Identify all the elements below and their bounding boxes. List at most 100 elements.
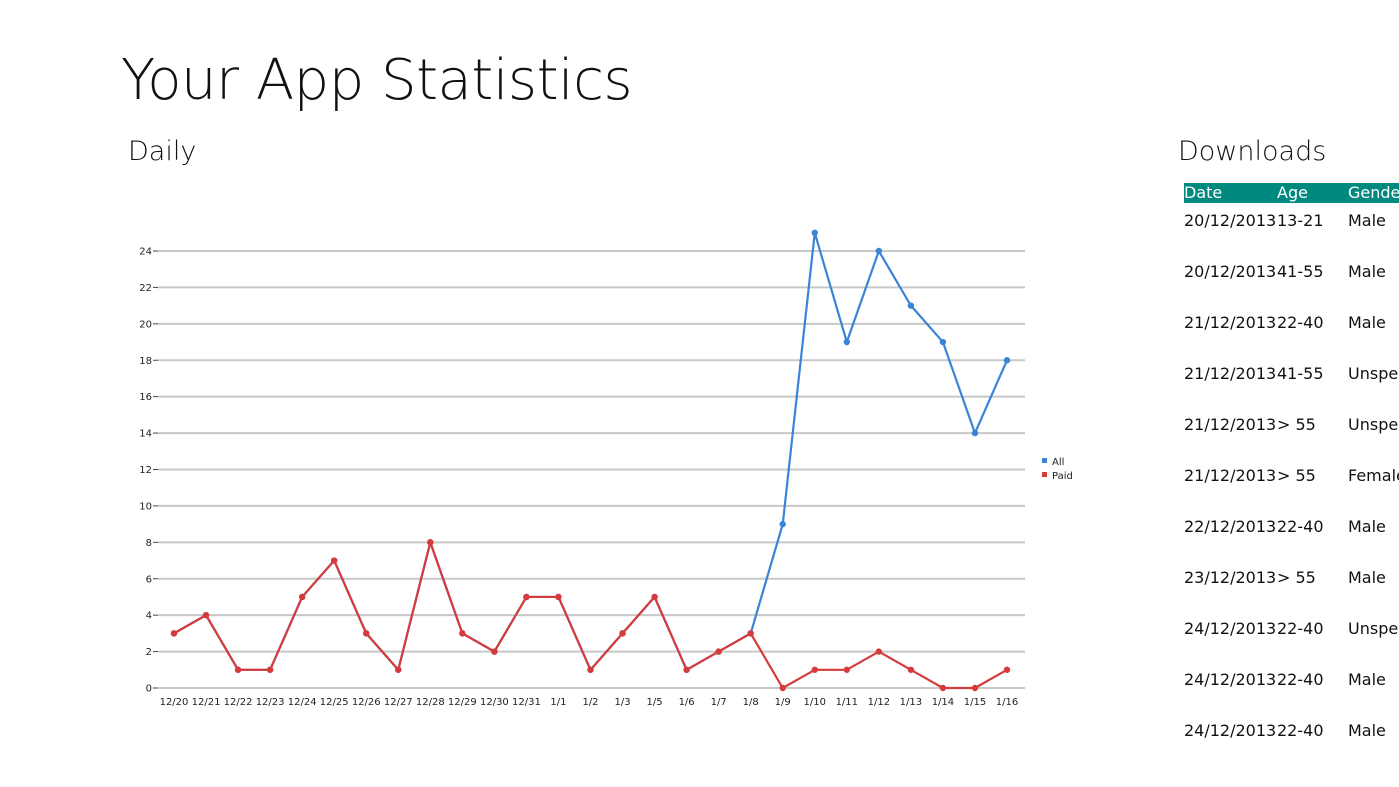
gender-cell: Unspecified: [1348, 415, 1399, 434]
y-tick-label: 2: [146, 647, 152, 658]
x-tick-label: 1/5: [647, 697, 663, 708]
x-tick-label: 1/6: [679, 697, 695, 708]
data-point: [298, 593, 306, 601]
age-cell: 22-40: [1277, 313, 1324, 332]
date-cell: 21/12/2013: [1184, 313, 1277, 332]
data-point: [427, 539, 434, 546]
header-gender[interactable]: Gender: [1348, 183, 1399, 202]
data-point: [715, 648, 722, 655]
x-tick-label: 12/22: [224, 697, 253, 708]
legend-swatch: [1042, 458, 1047, 463]
y-tick-label: 0: [146, 684, 152, 695]
x-tick-label: 1/3: [614, 697, 630, 708]
x-tick-label: 12/30: [480, 697, 509, 708]
age-cell: 22-40: [1277, 619, 1324, 638]
downloads-table: Date Age Gender 20/12/201313-21Male20/12…: [1184, 183, 1399, 764]
data-point: [202, 611, 210, 619]
data-point: [234, 666, 242, 673]
table-row[interactable]: 20/12/2013 41-55 Male: [1184, 254, 1399, 305]
data-point: [971, 684, 979, 692]
gender-cell: Male: [1348, 721, 1386, 740]
data-point: [1003, 666, 1011, 673]
gender-cell: Unspecified: [1348, 364, 1399, 383]
age-cell: 22-40: [1277, 517, 1324, 536]
data-point: [523, 593, 530, 601]
data-point: [587, 666, 594, 673]
age-cell: 13-21: [1277, 211, 1324, 230]
x-tick-label: 1/7: [711, 697, 727, 708]
table-row[interactable]: 21/12/2013 22-40 Male: [1184, 305, 1399, 356]
table-row[interactable]: 24/12/2013 22-40 Male: [1184, 713, 1399, 764]
data-point: [811, 666, 818, 673]
x-tick-label: 1/9: [775, 697, 791, 708]
x-tick-label: 12/27: [384, 697, 413, 708]
legend-swatch: [1042, 472, 1047, 477]
y-tick-label: 12: [139, 465, 152, 476]
y-tick-label: 20: [139, 319, 152, 330]
gender-cell: Male: [1348, 313, 1386, 332]
table-row[interactable]: 20/12/2013 13-21 Male: [1184, 203, 1399, 254]
age-cell: 41-55: [1277, 364, 1324, 383]
y-tick-label: 24: [139, 247, 152, 258]
data-point: [843, 338, 851, 346]
header-age[interactable]: Age: [1277, 183, 1308, 202]
age-cell: 22-40: [1277, 670, 1324, 689]
data-point: [683, 666, 690, 673]
age-cell: > 55: [1277, 466, 1316, 485]
page-title: Your App Statistics: [121, 48, 633, 113]
data-point: [747, 630, 754, 637]
header-date[interactable]: Date: [1184, 183, 1223, 202]
date-cell: 24/12/2013: [1184, 619, 1277, 638]
table-row[interactable]: 24/12/2013 22-40 Male: [1184, 662, 1399, 713]
legend-label: All: [1052, 457, 1064, 468]
data-point: [395, 666, 402, 673]
x-tick-label: 12/26: [352, 697, 381, 708]
data-point: [266, 666, 274, 673]
data-point: [1003, 357, 1011, 364]
age-cell: 22-40: [1277, 721, 1324, 740]
gender-cell: Male: [1348, 568, 1386, 587]
data-point: [779, 684, 786, 692]
data-point: [491, 648, 498, 655]
table-row[interactable]: 21/12/2013> 55 Unspecified: [1184, 407, 1399, 458]
daily-heading: Daily: [128, 136, 197, 167]
series-all: [170, 229, 1011, 673]
data-point: [555, 593, 562, 601]
x-tick-label: 12/21: [192, 697, 221, 708]
data-point: [939, 338, 947, 346]
x-tick-label: 1/10: [804, 697, 826, 708]
data-point: [907, 666, 915, 673]
x-tick-label: 1/2: [582, 697, 598, 708]
legend-label: Paid: [1052, 471, 1073, 482]
table-row[interactable]: 22/12/2013 22-40 Male: [1184, 509, 1399, 560]
age-cell: > 55: [1277, 568, 1316, 587]
downloads-heading: Downloads: [1178, 136, 1327, 167]
data-point: [811, 229, 818, 236]
y-tick-label: 14: [139, 429, 152, 440]
table-row[interactable]: 21/12/2013> 55 Female: [1184, 458, 1399, 509]
table-header: Date Age Gender: [1184, 183, 1399, 203]
y-tick-label: 8: [146, 538, 152, 549]
gender-cell: Male: [1348, 670, 1386, 689]
data-point: [971, 429, 979, 437]
x-tick-label: 1/12: [868, 697, 890, 708]
date-cell: 24/12/2013: [1184, 721, 1277, 740]
date-cell: 21/12/2013: [1184, 415, 1277, 434]
date-cell: 20/12/2013: [1184, 211, 1277, 230]
gender-cell: Unspecified: [1348, 619, 1399, 638]
x-tick-label: 12/29: [448, 697, 477, 708]
y-tick-label: 16: [139, 392, 152, 403]
gender-cell: Male: [1348, 211, 1386, 230]
age-cell: 41-55: [1277, 262, 1324, 281]
data-point: [330, 557, 338, 564]
data-point: [170, 630, 178, 637]
x-tick-label: 12/25: [320, 697, 349, 708]
date-cell: 21/12/2013: [1184, 466, 1277, 485]
data-point: [875, 648, 883, 655]
table-row[interactable]: 23/12/2013 > 55 Male: [1184, 560, 1399, 611]
data-point: [939, 684, 947, 692]
data-point: [459, 630, 466, 637]
